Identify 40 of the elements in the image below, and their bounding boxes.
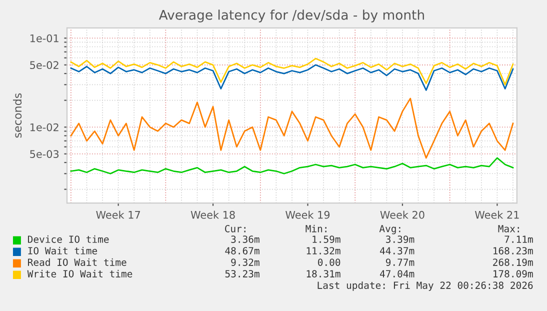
text: 178.09m <box>494 270 533 278</box>
text: 268.19m <box>493 258 533 266</box>
text: 0.00 <box>318 258 340 266</box>
x-tick-label: Week 20 <box>380 210 424 219</box>
text: 1.59m <box>312 236 340 243</box>
line-series <box>70 98 514 159</box>
text: Cur: <box>225 225 246 232</box>
y-tick-label: 5e-03 <box>30 150 59 158</box>
text: 47.04m <box>380 270 414 278</box>
x-tick-label: Week 18 <box>190 210 235 219</box>
text: 48.67m <box>225 247 260 254</box>
text: 44.37m <box>380 247 414 254</box>
line-series <box>70 58 514 86</box>
x-tick-label: Week 21 <box>474 210 519 219</box>
y-tick-label: 1e-02 <box>30 123 58 132</box>
line-series <box>70 157 514 174</box>
legend-label: IO Wait time <box>28 246 98 254</box>
text: Last update: Fri May 22 00:26:38 2026 <box>318 281 533 291</box>
text: 9.77m <box>386 258 414 266</box>
text: Avg: <box>379 225 400 234</box>
text: Max: <box>498 225 519 232</box>
text: 53.23m <box>225 270 260 278</box>
legend-label: Device IO time <box>28 235 109 243</box>
text: 3.39m <box>386 236 414 243</box>
text: 3.36m <box>231 236 260 243</box>
y-tick-label: 5e-02 <box>30 61 58 70</box>
text: 11.32m <box>306 247 340 254</box>
y-tick-label: 1e-01 <box>30 34 58 42</box>
chart-title: Average latency for /dev/sda - by month <box>158 10 424 22</box>
legend-label: Read IO Wait time <box>28 258 126 266</box>
line-series <box>70 64 514 91</box>
text: 9.32m <box>231 258 260 266</box>
y-axis-title: seconds <box>13 93 22 138</box>
text: 7.11m <box>504 236 533 243</box>
legend-label: Write IO Wait time <box>27 270 132 278</box>
x-tick-label: Week 17 <box>96 210 140 219</box>
x-tick-label: Week 19 <box>286 210 330 219</box>
text: 168.23m <box>494 247 533 254</box>
text: 18.31m <box>306 270 340 278</box>
text: Min: <box>306 224 326 232</box>
